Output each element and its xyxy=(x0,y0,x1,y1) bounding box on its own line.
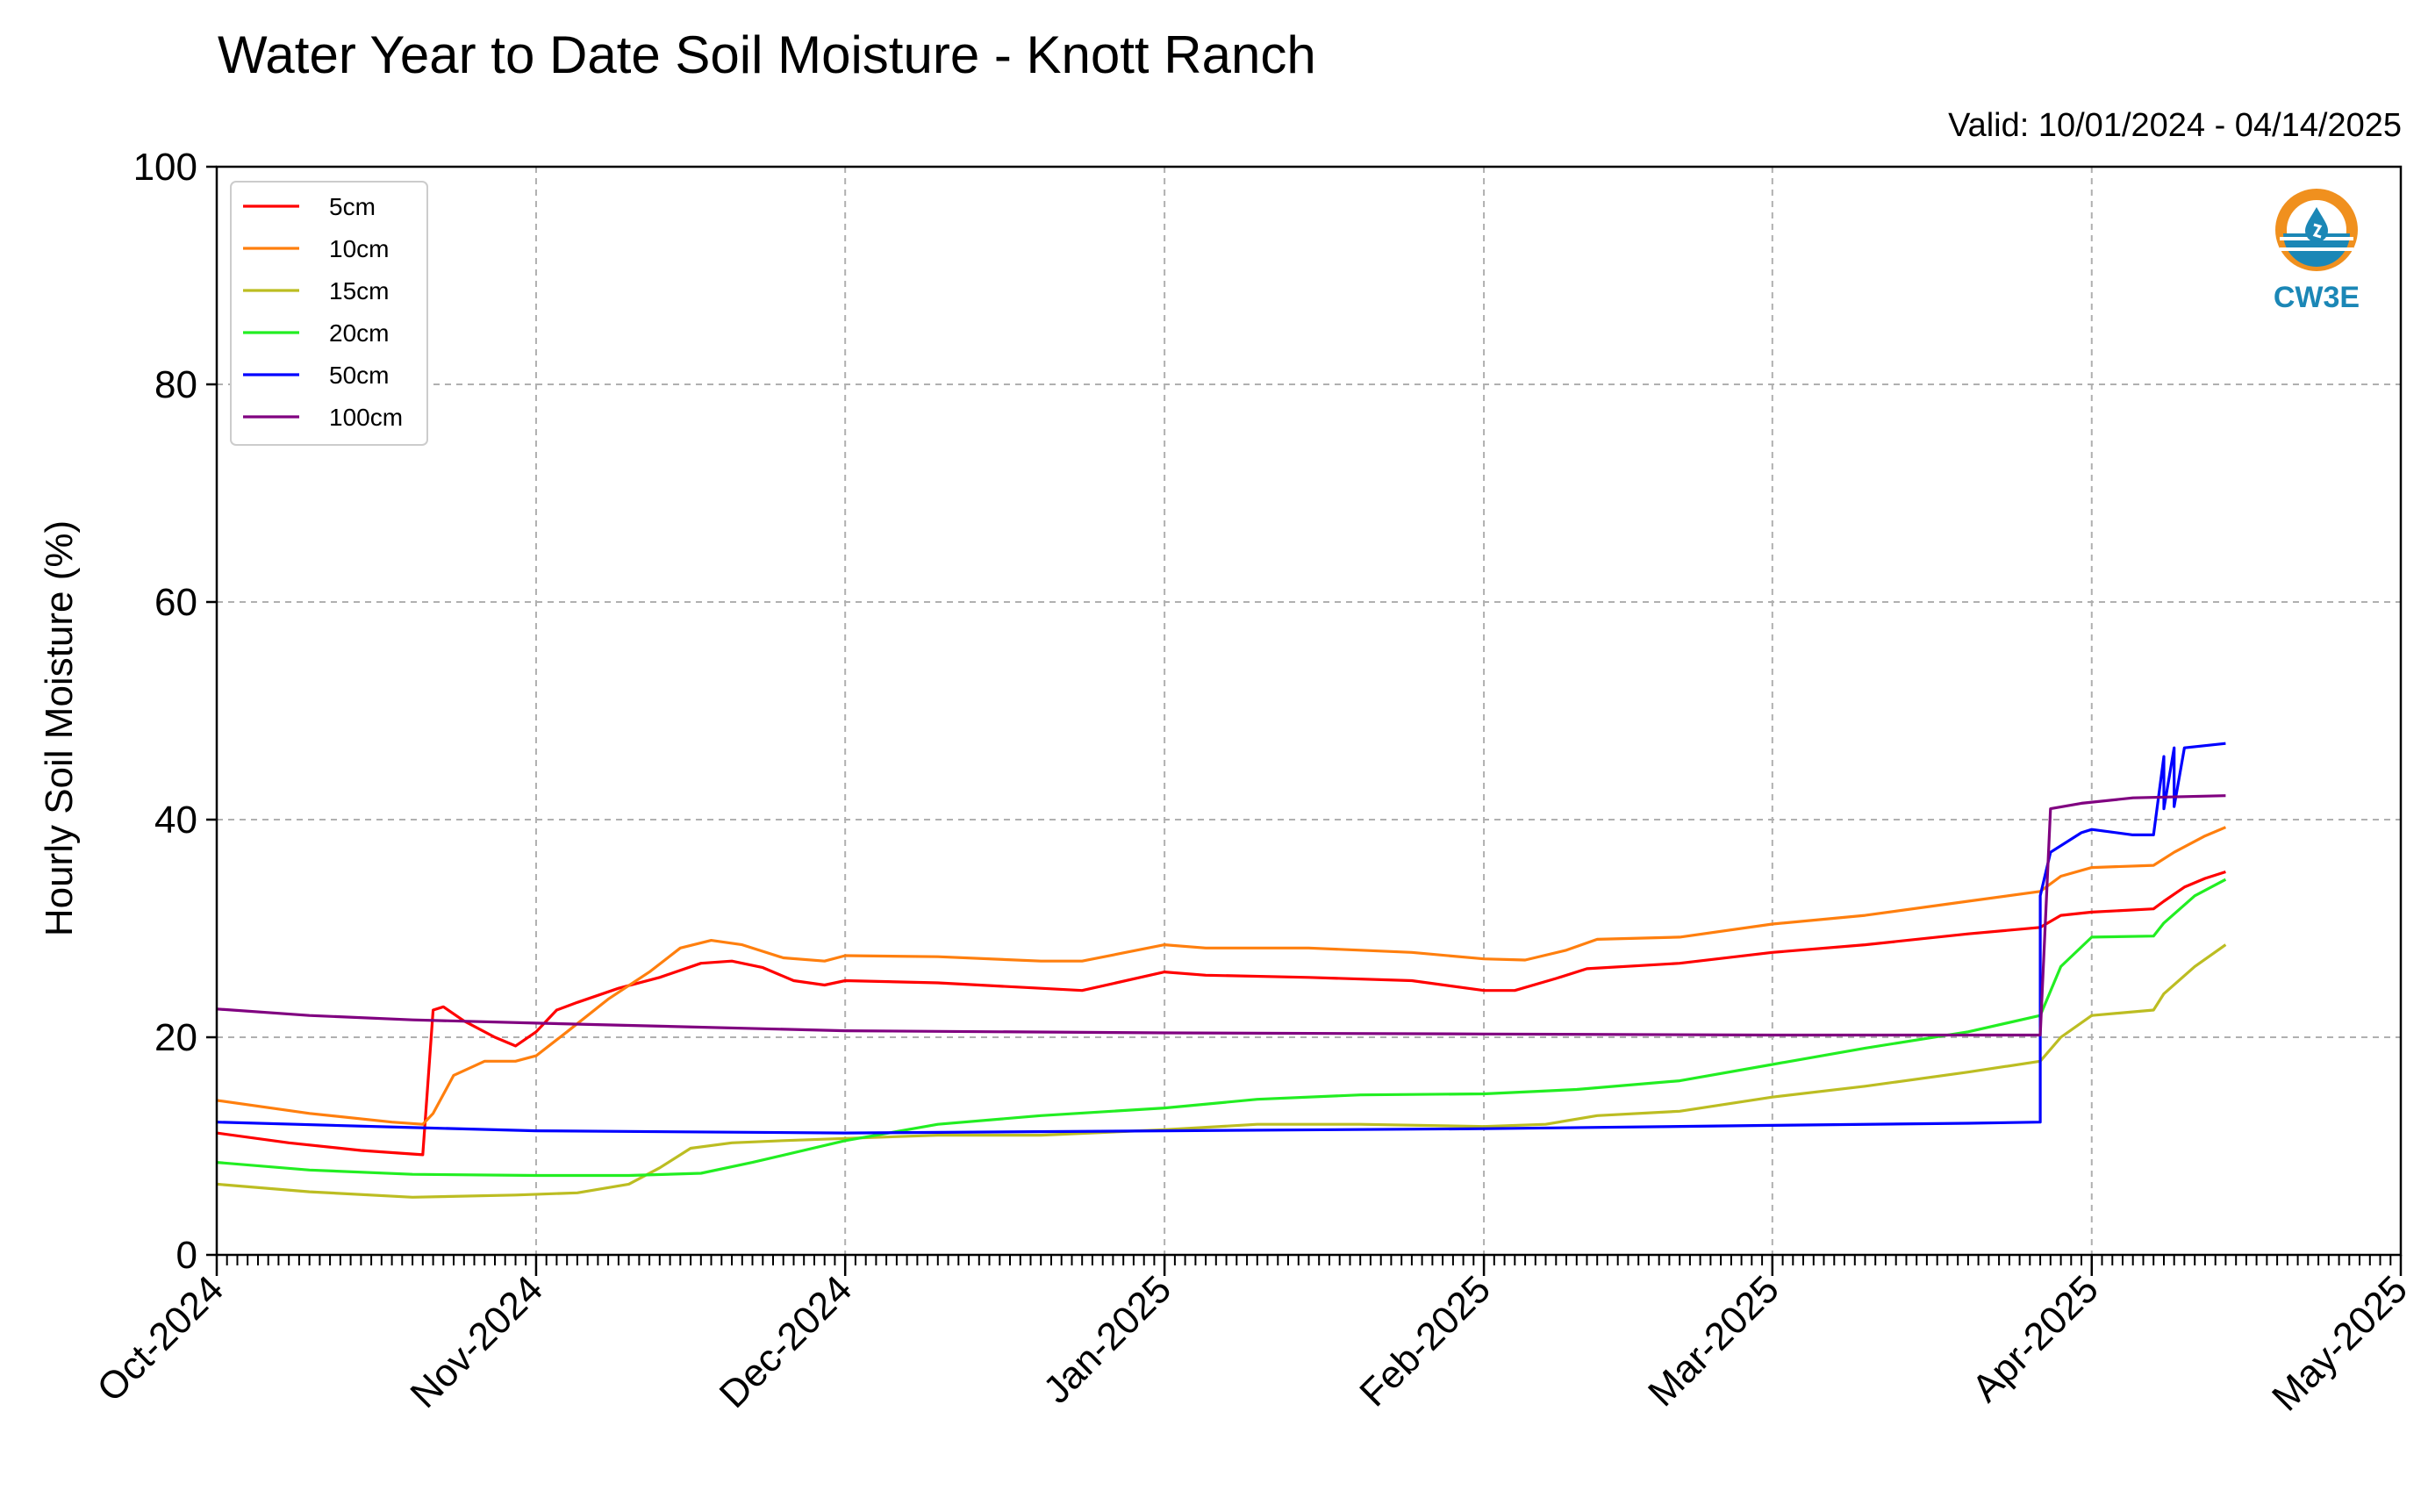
series-line-100cm xyxy=(216,794,2226,1037)
legend-label-10cm: 10cm xyxy=(329,235,389,262)
legend-label-100cm: 100cm xyxy=(329,404,403,431)
x-tick-label: Feb-2025 xyxy=(1351,1267,1499,1415)
legend-label-50cm: 50cm xyxy=(329,362,389,389)
y-tick-label: 0 xyxy=(176,1234,197,1277)
y-tick-label: 20 xyxy=(154,1016,197,1059)
axis-ticks: 0 20 40 60 80 100 Oct-2024 Nov-2024 Dec-2024 Jan-… xyxy=(89,146,2416,1419)
y-tick-label: 100 xyxy=(133,146,197,189)
x-tick-label: Mar-2025 xyxy=(1640,1267,1787,1415)
x-tick-label: Apr-2025 xyxy=(1964,1267,2107,1410)
legend: 5cm 10cm 15cm 20cm 50cm 100cm xyxy=(230,181,428,446)
legend-label-15cm: 15cm xyxy=(329,277,389,305)
plot-frame xyxy=(215,165,2403,1257)
cw3e-logo: CW3E xyxy=(2274,189,2360,314)
series-line-15cm xyxy=(216,943,2227,1199)
chart-subtitle: Valid: 10/01/2024 - 04/14/2025 xyxy=(1948,107,2402,144)
grid xyxy=(217,167,2401,1255)
series-line-5cm xyxy=(216,870,2226,1157)
x-tick-label: May-2025 xyxy=(2264,1267,2416,1419)
series-line-20cm xyxy=(216,878,2227,1178)
logo-drop-highlight xyxy=(2312,223,2323,239)
logo-text: CW3E xyxy=(2274,281,2360,314)
y-tick-label: 40 xyxy=(154,799,197,842)
x-minor-ticks xyxy=(226,1255,2392,1265)
x-tick-label: Jan-2025 xyxy=(1035,1267,1179,1411)
x-tick-label: Dec-2024 xyxy=(712,1267,861,1416)
x-tick-label: Nov-2024 xyxy=(402,1267,551,1416)
series-line-10cm xyxy=(216,826,2227,1126)
y-tick-label: 80 xyxy=(154,363,197,406)
y-tick-label: 60 xyxy=(154,581,197,624)
chart-title: Water Year to Date Soil Moisture - Knott… xyxy=(218,25,1316,84)
x-tick-label: Oct-2024 xyxy=(89,1267,232,1410)
series-lines xyxy=(216,742,2227,1199)
logo-wave-2 xyxy=(2280,247,2353,251)
legend-label-20cm: 20cm xyxy=(329,319,389,347)
legend-label-5cm: 5cm xyxy=(329,193,376,220)
series-line-50cm xyxy=(216,742,2226,1135)
